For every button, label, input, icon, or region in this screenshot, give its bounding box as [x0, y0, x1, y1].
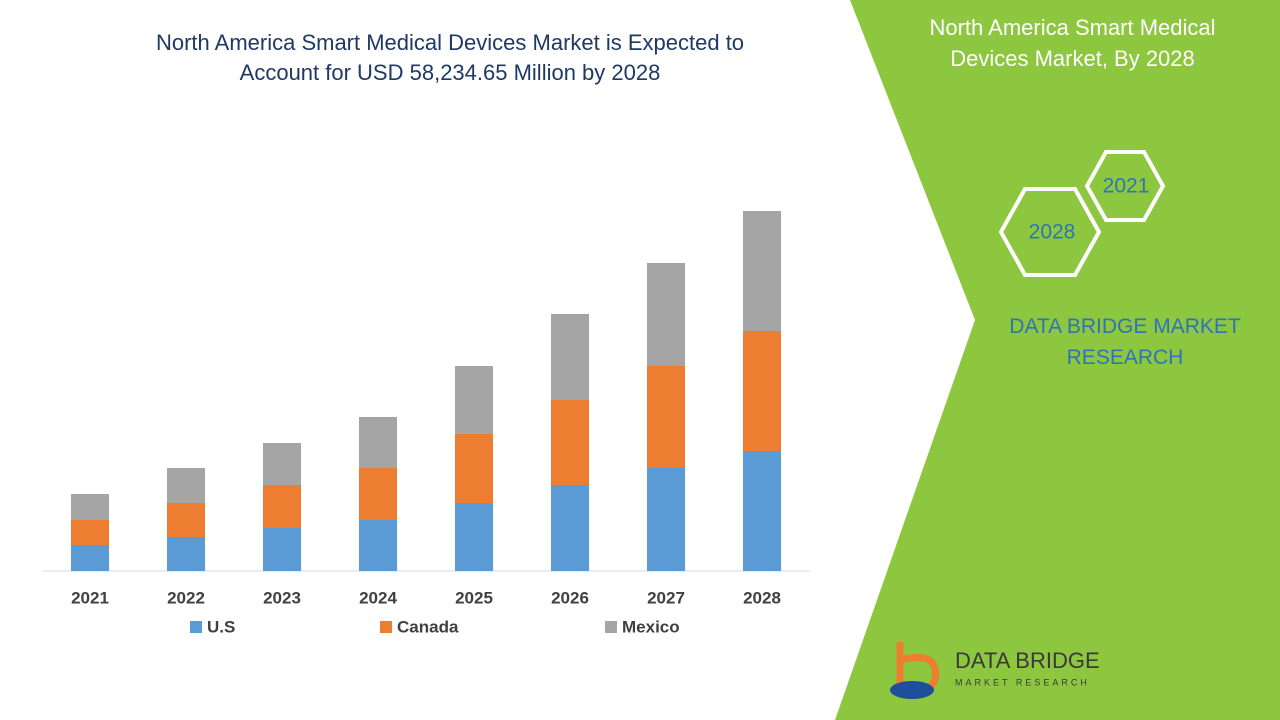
bar-segment [647, 468, 685, 571]
bar-segment [359, 520, 397, 571]
sidebar-title: North America Smart Medical Devices Mark… [929, 15, 1216, 71]
bar-segment [743, 331, 781, 451]
hexagon-label: 2028 [1029, 221, 1076, 244]
bar-segment [551, 314, 589, 400]
logo-tagline: MARKET RESEARCH [955, 677, 1090, 687]
x-tick-label: 2022 [167, 588, 205, 607]
bar-segment [455, 434, 493, 503]
x-tick-label: 2026 [551, 588, 589, 607]
legend-swatch [605, 621, 617, 633]
x-tick-label: 2023 [263, 588, 301, 607]
bar-segment [551, 485, 589, 571]
bar-segment [455, 366, 493, 434]
bar-segment [743, 211, 781, 331]
bar-segment [263, 528, 301, 571]
bar-segment [263, 443, 301, 485]
bar-segment [743, 451, 781, 571]
sidebar-background [835, 0, 1280, 720]
bar-segment [71, 545, 109, 571]
hexagon [1084, 150, 1166, 222]
bar-segment [647, 366, 685, 468]
bar-segment [359, 468, 397, 520]
legend-swatch [380, 621, 392, 633]
legend-label: Canada [397, 617, 459, 636]
legend-label: Mexico [622, 617, 680, 636]
legend-swatch [190, 621, 202, 633]
bar-segment [71, 520, 109, 545]
chart-title: North America Smart Medical Devices Mark… [155, 30, 745, 85]
x-tick-label: 2021 [71, 588, 109, 607]
x-tick-label: 2027 [647, 588, 685, 607]
bar-segment [167, 468, 205, 503]
hexagon [998, 187, 1102, 277]
x-tick-label: 2025 [455, 588, 493, 607]
logo-name: DATA BRIDGE [955, 648, 1100, 673]
bar-segment [455, 503, 493, 571]
bar-segment [263, 485, 301, 528]
hexagon-label: 2021 [1103, 175, 1150, 198]
bar-segment [71, 494, 109, 520]
bar-segment [167, 503, 205, 537]
x-tick-label: 2028 [743, 588, 781, 607]
legend-label: U.S [207, 617, 235, 636]
brand-text: DATA BRIDGE MARKET RESEARCH [1009, 315, 1241, 369]
bar-segment [359, 417, 397, 468]
bar-segment [551, 400, 589, 485]
bar-segment [167, 537, 205, 571]
logo-icon [890, 681, 934, 699]
x-tick-label: 2024 [359, 588, 397, 607]
bar-segment [647, 263, 685, 366]
